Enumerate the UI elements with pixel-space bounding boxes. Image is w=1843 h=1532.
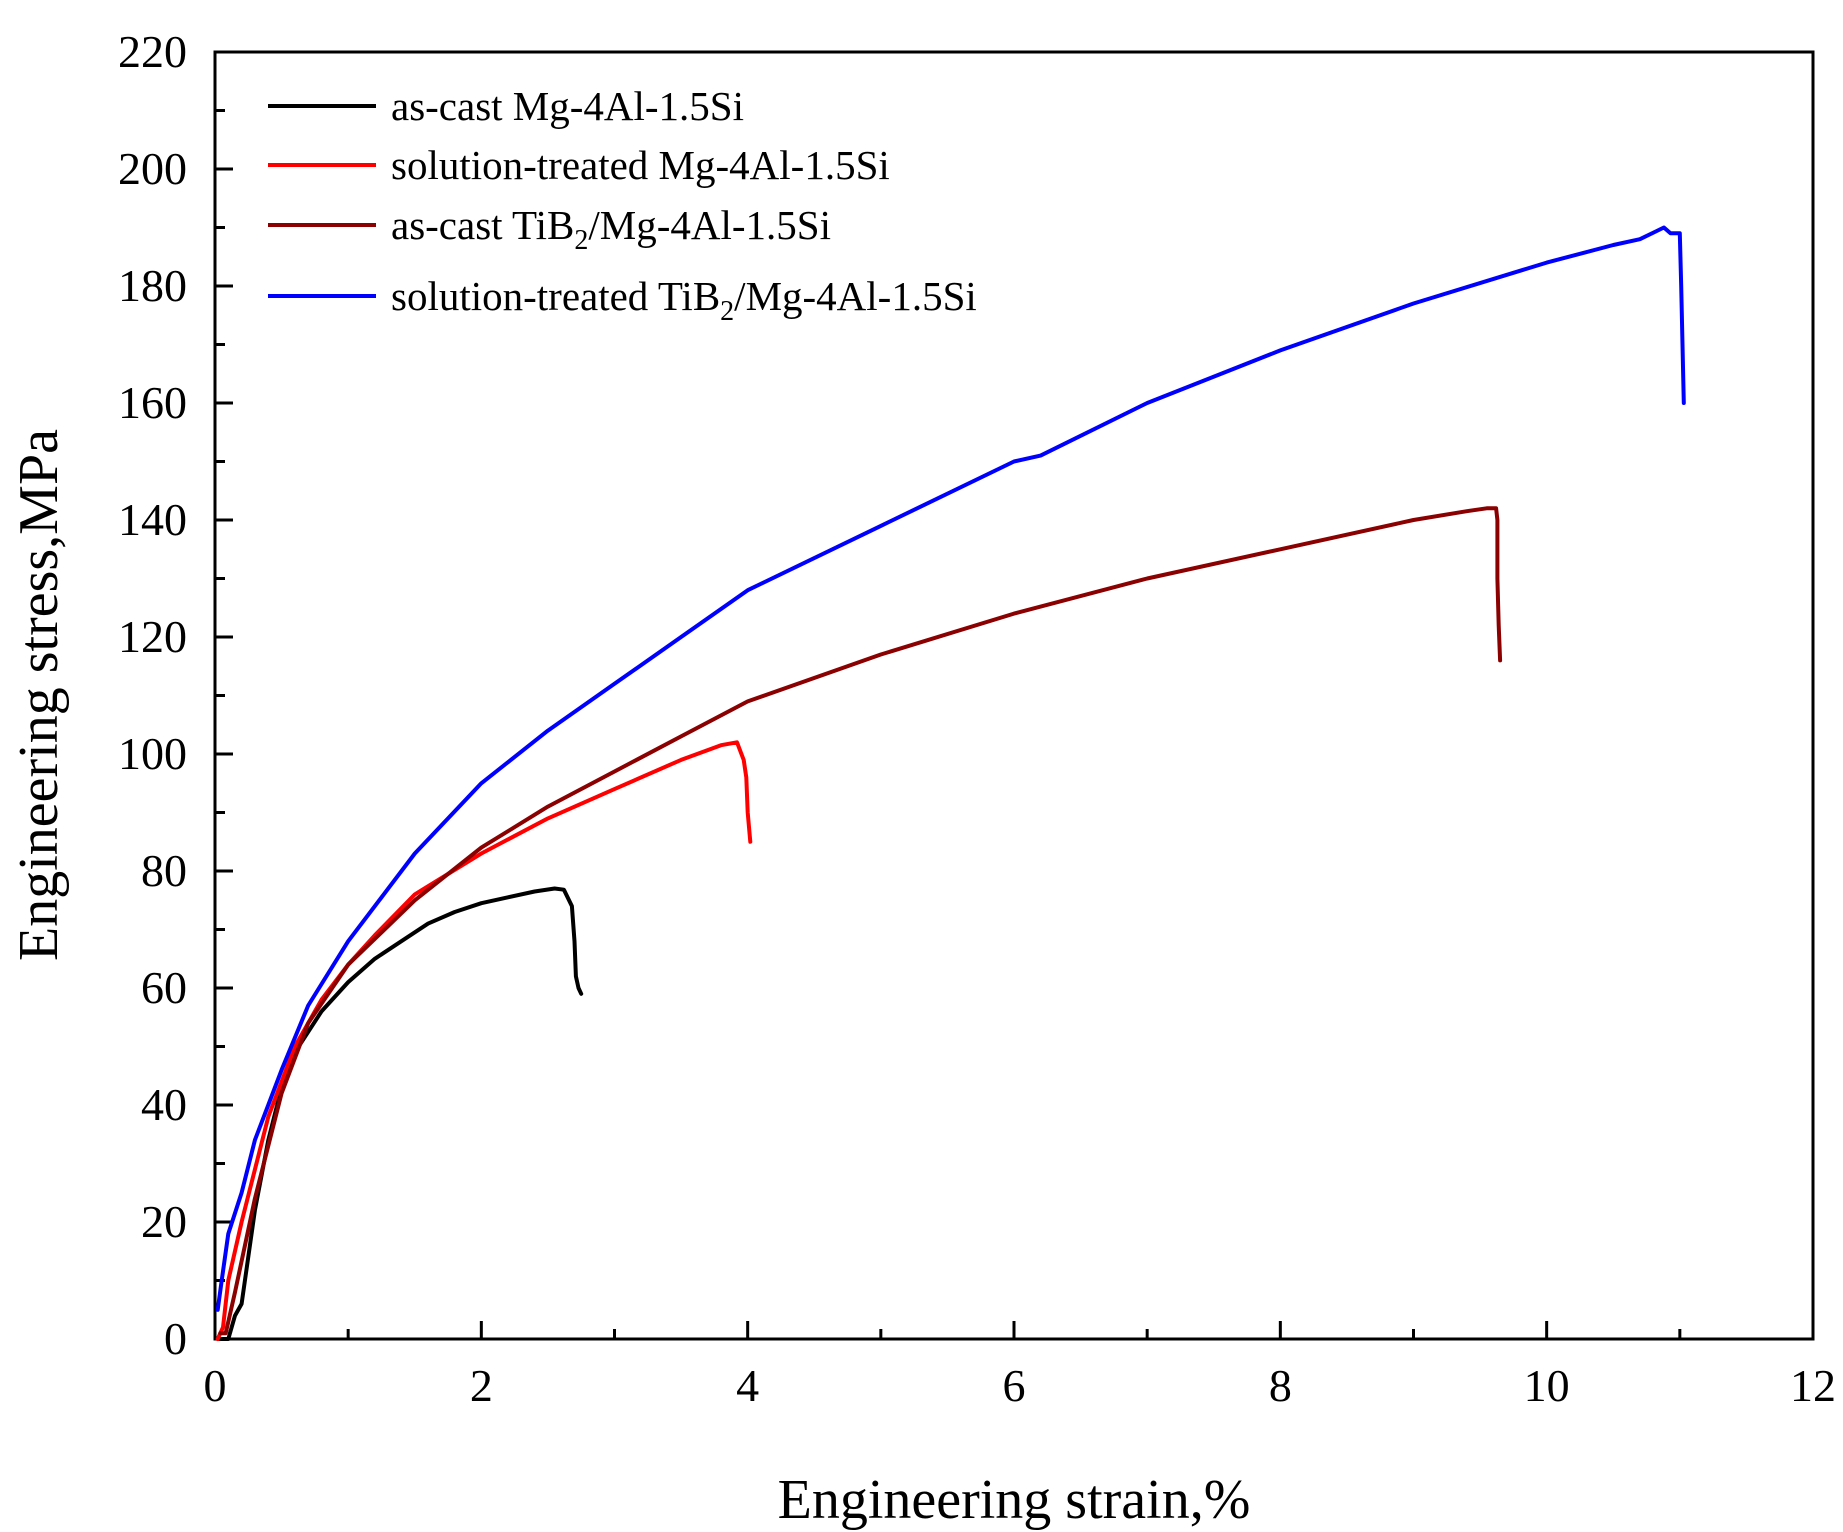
y-tick-label: 60 — [141, 962, 187, 1013]
y-tick-label: 0 — [164, 1313, 187, 1364]
x-tick-label: 8 — [1269, 1360, 1292, 1411]
y-tick-label: 160 — [118, 377, 187, 428]
y-tick-label: 20 — [141, 1196, 187, 1247]
x-tick-label: 6 — [1003, 1360, 1026, 1411]
x-tick-label: 4 — [736, 1360, 759, 1411]
y-tick-label: 120 — [118, 611, 187, 662]
data-series — [215, 225, 1686, 1341]
series-line-1 — [215, 886, 584, 1341]
y-tick-label: 140 — [118, 494, 187, 545]
legend-label-3: as-cast TiB2/Mg-4Al-1.5Si — [391, 202, 831, 256]
x-tick-label: 10 — [1524, 1360, 1570, 1411]
legend-label-1: as-cast Mg-4Al-1.5Si — [391, 83, 744, 129]
x-axis-title: Engineering strain,% — [778, 1469, 1251, 1531]
legend: as-cast Mg-4Al-1.5Si solution-treated Mg-… — [268, 83, 977, 327]
x-tick-label: 2 — [470, 1360, 493, 1411]
legend-label-4: solution-treated TiB2/Mg-4Al-1.5Si — [391, 273, 977, 327]
series-line-2 — [215, 740, 753, 1341]
x-tick-label: 0 — [204, 1360, 227, 1411]
y-tick-label: 80 — [141, 845, 187, 896]
y-axis-title: Engineering stress,MPa — [8, 429, 70, 961]
y-tick-label: 100 — [118, 728, 187, 779]
y-tick-label: 200 — [118, 143, 187, 194]
axis-ticks — [213, 50, 1815, 1341]
series-line-4 — [215, 225, 1686, 1312]
legend-label-2: solution-treated Mg-4Al-1.5Si — [391, 142, 890, 188]
x-tick-label: 12 — [1790, 1360, 1836, 1411]
series-line-3 — [218, 506, 1503, 1336]
y-tick-label: 220 — [118, 26, 187, 77]
y-tick-label: 180 — [118, 260, 187, 311]
y-tick-label: 40 — [141, 1079, 187, 1130]
